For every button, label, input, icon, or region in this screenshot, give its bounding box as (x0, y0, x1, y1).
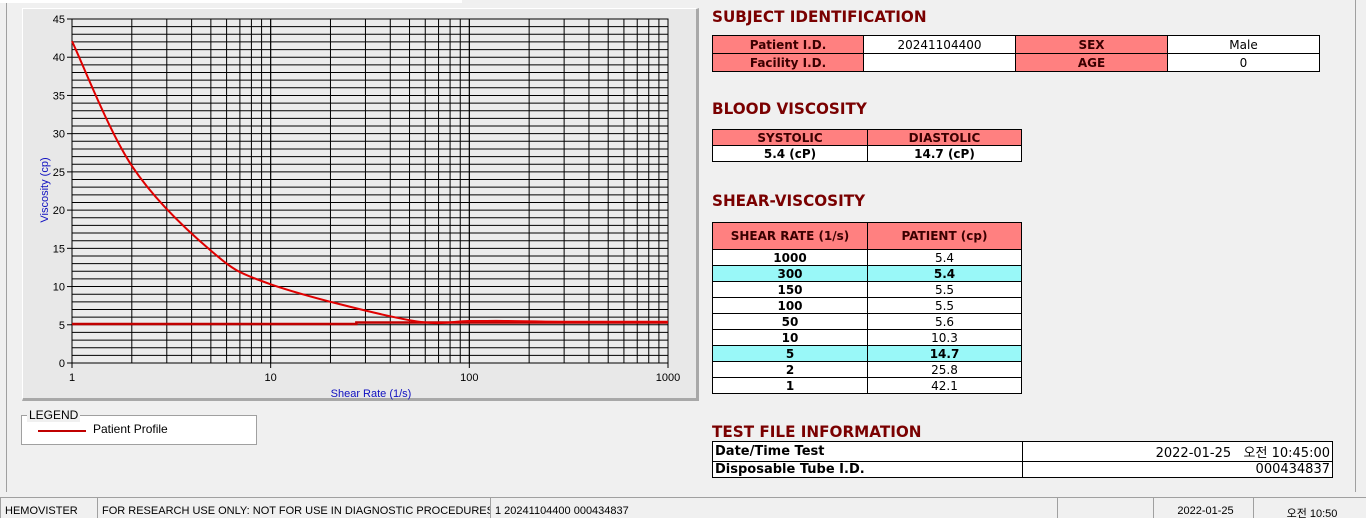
patient-value-cell: 14.7 (867, 345, 1022, 362)
diastolic-value: 14.7 (cP) (867, 145, 1022, 162)
diastolic-label: DIASTOLIC (867, 129, 1022, 146)
patient-value-cell: 5.5 (867, 281, 1022, 298)
shear-row: 10 10.3 (712, 329, 1022, 346)
y-tick-label: 5 (59, 320, 65, 332)
legend-swatch (38, 430, 86, 432)
patient-value-cell: 5.6 (867, 313, 1022, 330)
legend-title: LEGEND (27, 408, 81, 422)
series (71, 40, 669, 326)
x-tick-label: 1000 (656, 372, 680, 384)
y-tick-label: 20 (53, 205, 65, 217)
shear-row: 1000 5.4 (712, 249, 1022, 266)
shear-row: 2 25.8 (712, 361, 1022, 378)
shear-viscosity-table: SHEAR RATE (1/s) PATIENT (cp) 1000 5.4 300 5… (712, 222, 1022, 394)
legend-label: Patient Profile (93, 422, 168, 436)
shear-rate-cell: 5 (712, 345, 868, 362)
patient-value-cell: 42.1 (867, 377, 1022, 394)
systolic-value: 5.4 (cP) (712, 145, 868, 162)
patient-value-cell: 5.4 (867, 249, 1022, 266)
blood-viscosity-title: BLOOD VISCOSITY (712, 99, 867, 118)
subject-title: SUBJECT IDENTIFICATION (712, 7, 927, 26)
shear-rate-cell: 10 (712, 329, 868, 346)
y-tick-label: 0 (59, 358, 65, 370)
ticks: 0 5 10 15 20 25 30 35 40 45 1 10 100 1000 (53, 14, 680, 384)
date-time-value: 2022-01-25 오전 10:45:00 (1022, 441, 1333, 462)
x-tick-label: 100 (460, 372, 478, 384)
patient-value-cell: 10.3 (867, 329, 1022, 346)
blood-viscosity-table: SYSTOLIC DIASTOLIC 5.4 (cP) 14.7 (cP) (712, 129, 1022, 162)
status-date: 2022-01-25 (1153, 497, 1253, 518)
x-tick-label: 1 (69, 372, 75, 384)
sex-label: SEX (1015, 35, 1168, 54)
status-time: 오전 10:50 (1253, 497, 1366, 518)
date-time-label: Date/Time Test (712, 441, 1023, 462)
shear-row: 100 5.5 (712, 297, 1022, 314)
shear-row: 5 14.7 (712, 345, 1022, 362)
patient-id-label: Patient I.D. (712, 35, 864, 54)
y-axis-label: Viscosity (cp) (39, 157, 51, 222)
shear-row: 1 42.1 (712, 377, 1022, 394)
age-value: 0 (1167, 53, 1320, 72)
viscosity-chart: 0 5 10 15 20 25 30 35 40 45 1 10 100 1000 Shear Rate … (39, 14, 680, 400)
shear-rate-cell: 1000 (712, 249, 868, 266)
shear-rate-cell: 150 (712, 281, 868, 298)
y-tick-label: 25 (53, 167, 65, 179)
shear-viscosity-title: SHEAR-VISCOSITY (712, 191, 866, 210)
status-record: 1 20241104400 000434837 (490, 497, 1057, 518)
series-line-patient-profile (71, 40, 669, 325)
series-line-baseline (72, 321, 668, 326)
top-strip (0, 0, 462, 3)
shear-rate-cell: 1 (712, 377, 868, 394)
grid (71, 18, 669, 364)
x-axis-label: Shear Rate (1/s) (331, 388, 412, 400)
plot-area (71, 18, 669, 364)
test-file-title: TEST FILE INFORMATION (712, 422, 922, 441)
y-tick-label: 30 (53, 129, 65, 141)
y-tick-label: 10 (53, 282, 65, 294)
test-file-table: Date/Time Test 2022-01-25 오전 10:45:00 Dis… (712, 441, 1333, 478)
y-tick-label: 45 (53, 14, 65, 26)
facility-id-value (863, 53, 1016, 72)
y-tick-label: 35 (53, 90, 65, 102)
tube-id-value: 000434837 (1022, 461, 1333, 478)
facility-id-label: Facility I.D. (712, 53, 864, 72)
shear-row: 50 5.6 (712, 313, 1022, 330)
patient-header: PATIENT (cp) (867, 222, 1022, 250)
sex-value: Male (1167, 35, 1320, 54)
shear-row: 150 5.5 (712, 281, 1022, 298)
age-label: AGE (1015, 53, 1168, 72)
status-notice: FOR RESEARCH USE ONLY: NOT FOR USE IN DI… (97, 497, 490, 518)
status-empty (1057, 497, 1153, 518)
patient-value-cell: 5.4 (867, 265, 1022, 282)
shear-row: 300 5.4 (712, 265, 1022, 282)
shear-rate-cell: 2 (712, 361, 868, 378)
tube-id-label: Disposable Tube I.D. (712, 461, 1023, 478)
status-app: HEMOVISTER (0, 497, 97, 518)
shear-rate-cell: 300 (712, 265, 868, 282)
shear-rate-header: SHEAR RATE (1/s) (712, 222, 868, 250)
shear-rate-cell: 50 (712, 313, 868, 330)
subject-table: Patient I.D. 20241104400 SEX Male Facility … (712, 35, 1320, 72)
systolic-label: SYSTOLIC (712, 129, 868, 146)
y-tick-label: 15 (53, 243, 65, 255)
patient-value-cell: 5.5 (867, 297, 1022, 314)
x-tick-label: 10 (265, 372, 277, 384)
status-bar: HEMOVISTER FOR RESEARCH USE ONLY: NOT FO… (0, 497, 1366, 518)
patient-value-cell: 25.8 (867, 361, 1022, 378)
shear-rate-cell: 100 (712, 297, 868, 314)
y-tick-label: 40 (53, 52, 65, 64)
patient-id-value: 20241104400 (863, 35, 1016, 54)
window-frame (6, 0, 1356, 492)
